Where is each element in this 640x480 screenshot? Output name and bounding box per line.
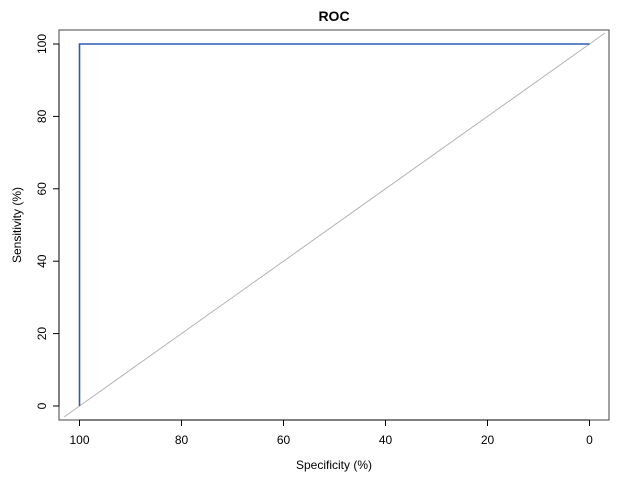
x-tick-label: 80 bbox=[175, 433, 189, 447]
y-tick-label: 100 bbox=[35, 34, 49, 54]
chart-title: ROC bbox=[318, 8, 349, 24]
x-axis-label: Specificity (%) bbox=[296, 458, 372, 472]
x-axis: 100 80 60 40 20 0 bbox=[69, 419, 593, 447]
x-tick-label: 20 bbox=[481, 433, 495, 447]
y-axis: 0 20 40 60 80 100 bbox=[35, 34, 60, 409]
y-tick-label: 20 bbox=[35, 327, 49, 341]
x-tick-label: 0 bbox=[586, 433, 593, 447]
plot-area bbox=[63, 32, 606, 418]
x-tick-label: 60 bbox=[277, 433, 291, 447]
y-tick-label: 60 bbox=[35, 182, 49, 196]
y-tick-label: 80 bbox=[35, 109, 49, 123]
y-tick-label: 40 bbox=[35, 254, 49, 268]
reference-diagonal-line bbox=[63, 32, 606, 418]
x-tick-label: 40 bbox=[379, 433, 393, 447]
roc-curve-line bbox=[78, 43, 590, 406]
y-tick-label: 0 bbox=[35, 402, 49, 409]
x-tick-label: 100 bbox=[69, 433, 89, 447]
y-axis-label: Sensitivity (%) bbox=[10, 187, 24, 263]
